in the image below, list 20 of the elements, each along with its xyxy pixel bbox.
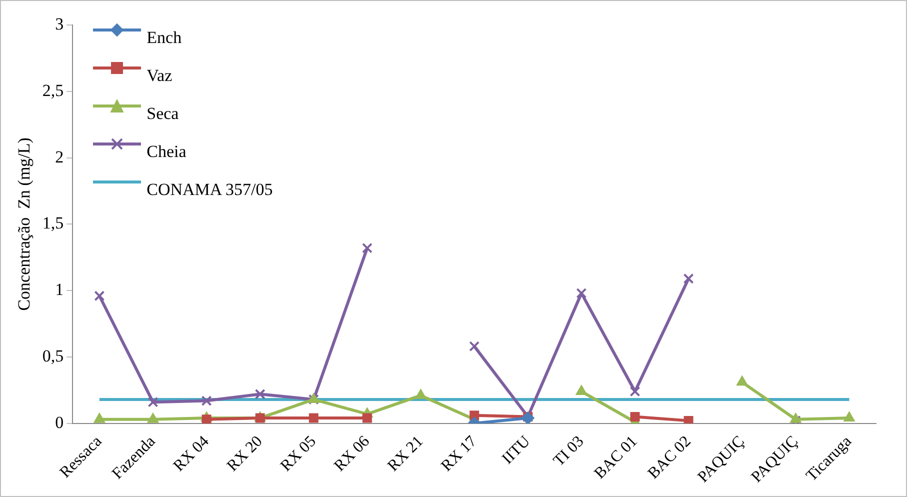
legend-label: Ench xyxy=(146,28,182,48)
y-tick-label: 0 xyxy=(55,412,64,432)
y-tick-label: 2,5 xyxy=(42,80,64,100)
x-tick-label: TI 03 xyxy=(550,432,588,470)
x-tick-label: RX 21 xyxy=(384,432,427,475)
x-tick-label: RX 06 xyxy=(331,432,374,475)
x-tick-label: RX 17 xyxy=(438,432,480,475)
y-tick-label: 0,5 xyxy=(42,346,64,366)
legend-label: Vaz xyxy=(146,66,172,86)
legend-label: Cheia xyxy=(146,142,186,162)
y-axis-title: Concentração Zn (mg/L) xyxy=(14,138,34,311)
x-tick-label: RX 04 xyxy=(170,432,212,475)
y-tick-label: 1 xyxy=(55,280,64,300)
x-tick-label: RX 05 xyxy=(278,432,320,475)
y-tick-label: 1,5 xyxy=(42,214,64,233)
y-tick-label: 3 xyxy=(55,14,64,34)
x-tick-label: RX 20 xyxy=(224,432,266,475)
y-tick-label: 2 xyxy=(55,147,64,166)
legend-label: Seca xyxy=(146,104,179,124)
legend-label: CONAMA 357/05 xyxy=(146,180,273,200)
